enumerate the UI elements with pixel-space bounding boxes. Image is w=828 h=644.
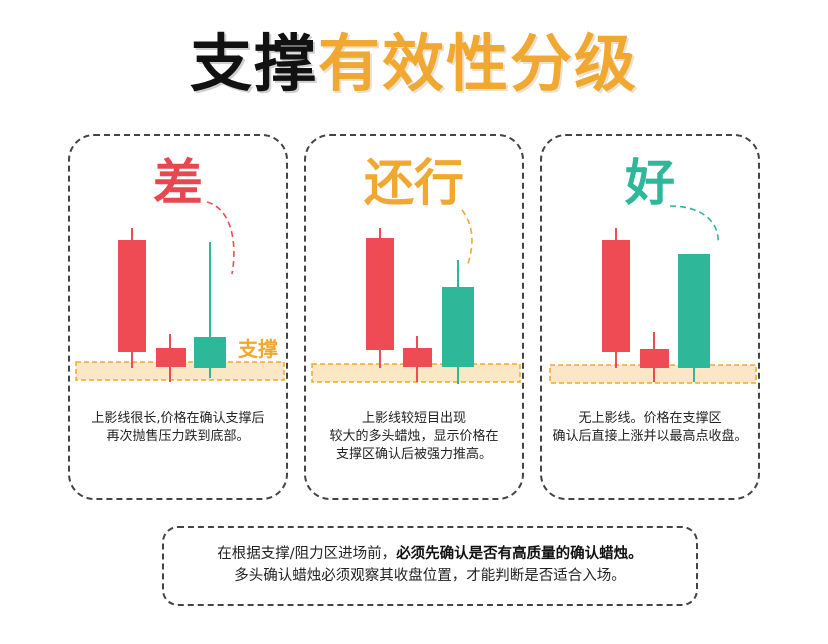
bear-candle-large [118,240,146,352]
annotation-curve [461,209,473,265]
bear-candle-small [640,349,669,368]
card-description: 上影线较短目出现 较大的多头蜡烛，显示价格在 支撑区确认后被强力推高。 [329,411,499,462]
bull-candle-small [194,337,226,368]
card-poor: 差 支撑 上影线很长,价格在确认支撑后 再次抛售压力跌到底部。 [68,134,288,500]
grade-label-good: 好 [625,154,675,212]
card-good: 好 无上影线。价格在支撑区 确认后直接上涨并以最高点收盘。 [540,134,760,500]
bear-candle-large [602,240,630,352]
page-title: 支撑有效性分级 [0,22,828,106]
grade-label-poor: 差 [153,154,203,212]
support-label: 支撑 [238,337,278,361]
bull-candle-large [442,287,474,367]
candlestick-chart-good [549,205,757,384]
bear-candle-small [403,348,432,367]
candlestick-chart-poor: 支撑 [75,201,285,382]
card-description: 无上影线。价格在支撑区 确认后直接上涨并以最高点收盘。 [552,411,748,444]
note-line-1: 在根据支撑/阻力区进场前，必须先确认是否有高质量的确认蜡烛。 [164,543,696,565]
note-line-1-text: 在根据支撑/阻力区进场前， [217,546,397,562]
title-part-1: 支撑 [189,27,318,100]
bear-candle-small [156,348,186,367]
card-description: 上影线很长,价格在确认支撑后 再次抛售压力跌到底部。 [91,411,265,444]
bottom-note: 在根据支撑/阻力区进场前，必须先确认是否有高质量的确认蜡烛。 多头确认蜡烛必须观… [162,526,698,606]
title-part-2: 有效性分级 [318,27,639,100]
note-line-2: 多头确认蜡烛必须观察其收盘位置，才能判断是否适合入场。 [234,568,626,584]
annotation-curve [206,201,235,275]
note-line-1-emphasis: 必须先确认是否有高质量的确认蜡烛。 [396,546,643,562]
grade-label-okay: 还行 [364,154,464,212]
card-okay: 还行 上影线较短目出现 较大的多头蜡烛，显示价格在 支撑区确认后被强力推高。 [304,134,524,500]
bull-candle-large [678,254,710,368]
candlestick-chart-okay [311,209,521,384]
annotation-curve [669,205,719,245]
bear-candle-large [366,238,394,350]
